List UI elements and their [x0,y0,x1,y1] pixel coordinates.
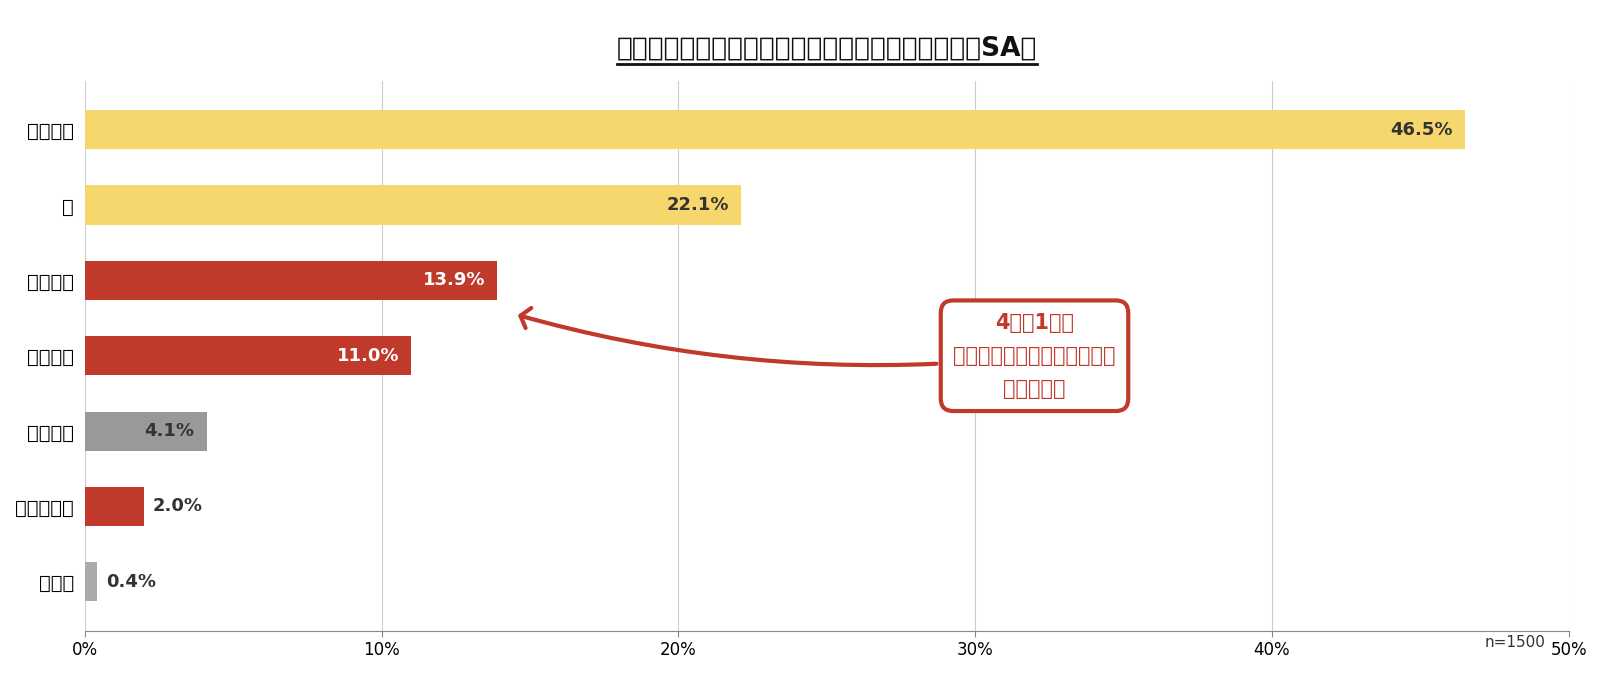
Text: 4.1%: 4.1% [144,422,195,440]
Text: 11.0%: 11.0% [336,347,399,365]
Bar [85,261,497,300]
Text: 0.4%: 0.4% [106,573,155,591]
Title: 最初にかけ湯をするのは体のどの部位ですか？　（SA）: 最初にかけ湯をするのは体のどの部位ですか？ （SA） [617,36,1036,62]
Text: 4人に1人が
「体の中心部」からのかけ湯
をしている: 4人に1人が 「体の中心部」からのかけ湯 をしている [521,308,1115,398]
Text: n=1500: n=1500 [1485,635,1546,650]
Bar [85,110,1464,149]
Bar [85,487,144,526]
Bar [85,336,412,376]
Text: 13.9%: 13.9% [423,271,485,290]
Bar [85,185,740,224]
Text: 46.5%: 46.5% [1391,120,1453,138]
Text: 2.0%: 2.0% [154,497,203,515]
Text: 22.1%: 22.1% [666,196,729,214]
Bar [85,411,207,451]
Bar [85,562,96,601]
